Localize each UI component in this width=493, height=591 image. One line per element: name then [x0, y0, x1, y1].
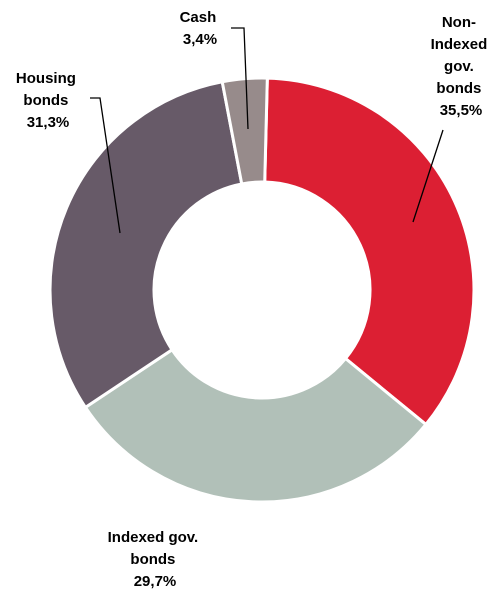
leader-line-non-indexed [412, 129, 444, 223]
label-cash: Cash 3,4% [180, 9, 221, 48]
slice-cash [220, 76, 269, 186]
leader-lines-group [90, 27, 444, 234]
leader-line-housing [90, 97, 121, 234]
labels-group: Non- Indexed gov. bonds 35,5% Indexed go… [16, 9, 492, 590]
slice-indexed [83, 347, 429, 504]
slice-housing [48, 80, 244, 410]
leader-line-cash [231, 27, 249, 130]
label-indexed: Indexed gov. bonds 29,7% [108, 529, 203, 590]
label-housing: Housing bonds 31,3% [16, 70, 80, 131]
label-non-indexed: Non- Indexed gov. bonds 35,5% [431, 14, 492, 119]
slice-non-indexed [263, 76, 476, 427]
slices-group [48, 76, 476, 504]
